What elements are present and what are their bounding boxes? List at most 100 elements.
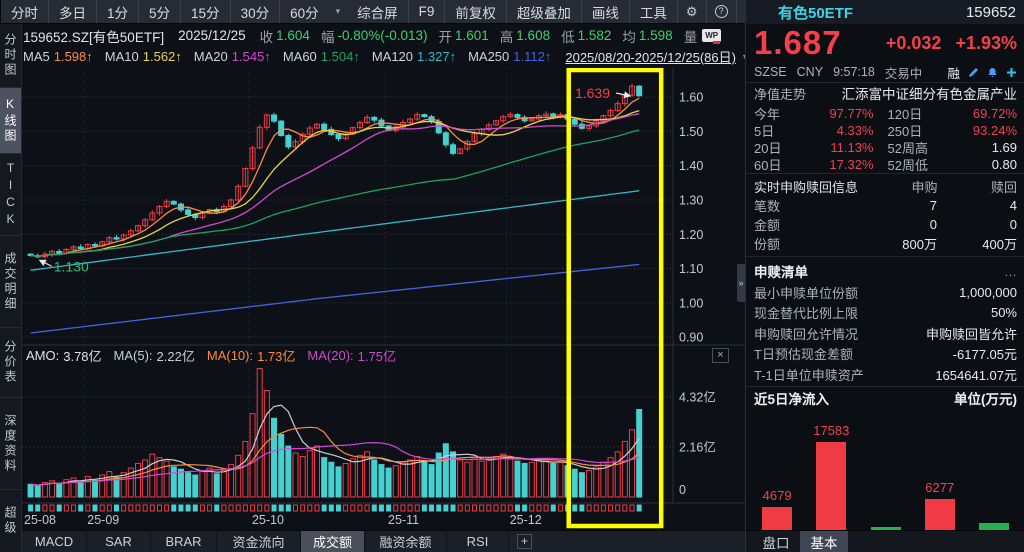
svg-text:25-08: 25-08 [24, 513, 56, 527]
period-tab-60min[interactable]: 60分 [290, 5, 319, 21]
panel-splitter-handle[interactable]: » [737, 264, 745, 302]
sidebar-item-klinetu[interactable]: K线图 [0, 88, 21, 154]
ma-values-bar: MA5 1.598↑ MA10 1.562↑ MA20 1.545↑ MA60 … [23, 46, 745, 67]
draw-line-button[interactable]: 画线 [582, 0, 630, 23]
list-item: 申购赎回允许情况 申购赎回皆允许 [754, 326, 1017, 342]
sidebar-item-fenshitu[interactable]: 分时图 [0, 24, 21, 88]
toolbar-corner [0, 0, 1, 23]
close-value: 1.604 [276, 28, 310, 43]
svg-text:25-09: 25-09 [87, 513, 119, 527]
quote-info-bar: 159652.SZ[有色50ETF] 2025/12/25 收 1.604 幅 … [23, 25, 745, 46]
toolbar-right-group: 综合屏 F9 前复权 超级叠加 画线 工具 ⚙ ? › [347, 0, 757, 23]
pencil-icon[interactable] [968, 67, 979, 78]
svg-text:1.60: 1.60 [679, 91, 703, 105]
inflow-bar [858, 409, 912, 530]
section-title-row: 申赎清单 … [754, 263, 1017, 281]
table-row: 份额 800万 400万 [754, 237, 1017, 252]
price-block: 1.687 +0.032 +1.93% [746, 24, 1024, 62]
add-indicator-button[interactable]: + [517, 534, 532, 549]
net-inflow-bar-chart: 4679 17583 6277 [746, 409, 1024, 530]
nav-trend-label: 净值走势 [754, 86, 807, 102]
inflow-bar-rect [762, 507, 793, 530]
panel-tabs: 盘口 基本 [746, 530, 1024, 552]
more-button[interactable]: … [1004, 263, 1017, 279]
performance-table: 今年 97.77% 120日 69.72% 5日 4.33% 250日 93.24% 2… [746, 103, 1024, 173]
quote-time: 9:57:18 [833, 65, 875, 79]
table-row: 20日 11.13% 52周高 1.69 [754, 140, 1017, 156]
tab-chengjiaoe[interactable]: 成交额 [301, 531, 365, 552]
period-tab-fenshi[interactable]: 分时 [1, 0, 49, 23]
sidebar-item-chaoji[interactable]: 超级 [3, 506, 17, 536]
gear-icon[interactable]: ⚙ [678, 0, 707, 23]
period-tab-1min[interactable]: 1分 [97, 0, 140, 23]
sidebar-item-chengjiaomingxi[interactable]: 成交明细 [0, 236, 21, 328]
period-tab-duori[interactable]: 多日 [49, 0, 97, 23]
amo-ma10-value: 1.73亿 [257, 348, 296, 364]
tab-zijinliuxiang[interactable]: 资金流向 [217, 531, 301, 552]
top-toolbar: 分时 多日 1分 5分 15分 30分 60分 ▾ 综合屏 F9 前复权 超级叠… [0, 0, 749, 24]
ma60-value: 1.504↑ [320, 49, 360, 64]
tab-pankou[interactable]: 盘口 [762, 535, 790, 551]
list-item: 现金替代比例上限 50% [754, 305, 1017, 322]
date-range-selector[interactable]: 2025/08/20-2025/12/25(86日) [565, 50, 736, 65]
svg-text:25-11: 25-11 [388, 513, 419, 527]
ma10-value: 1.562↑ [142, 49, 182, 64]
trading-status: 交易中 [884, 66, 923, 81]
tab-sar[interactable]: SAR [87, 531, 151, 552]
range-dropdown-icon[interactable]: ▼ [741, 52, 745, 62]
wp-badge-icon[interactable]: WP [702, 29, 722, 44]
amo-label: AMO: [26, 347, 60, 363]
price-change: +0.032 [885, 32, 942, 53]
sidebar-item-shendu[interactable]: 深度资料 [0, 398, 21, 490]
avg-label: 均 [622, 29, 636, 45]
bell-icon[interactable] [987, 67, 998, 78]
ma250-label: MA250 [468, 49, 510, 64]
market-label: SZSE [754, 65, 787, 79]
period-tab-30min[interactable]: 30分 [231, 0, 281, 23]
ma5-label: MA5 [23, 49, 50, 64]
tab-rongziyue[interactable]: 融资余额 [365, 531, 447, 552]
kline-chart[interactable]: 1.60 1.50 1.40 1.30 1.20 1.10 1.00 0.90 4.32亿 2.1… [22, 68, 745, 530]
period-tab-5min[interactable]: 5分 [139, 0, 182, 23]
price-change-pct: +1.93% [955, 32, 1017, 53]
period-tab-15min[interactable]: 15分 [181, 0, 231, 23]
forward-adjust-button[interactable]: 前复权 [445, 0, 507, 23]
list-item: 最小申赎单位份额 1,000,000 [754, 284, 1017, 301]
plus-icon[interactable] [1006, 67, 1017, 78]
help-icon[interactable]: ? [707, 0, 737, 23]
inflow-bar-rect [870, 527, 901, 530]
chevron-down-icon[interactable]: ▾ [335, 6, 341, 16]
currency-label: CNY [796, 65, 824, 79]
high-value: 1.608 [516, 28, 551, 43]
close-label: 收 [259, 29, 274, 45]
close-pane-icon[interactable]: × [712, 348, 729, 363]
quote-panel-header: 有色50ETF 159652 [745, 0, 1024, 24]
open-value: 1.601 [455, 28, 489, 43]
inflow-bar-value: 17583 [813, 423, 850, 438]
svg-text:1.30: 1.30 [679, 193, 703, 207]
f9-button[interactable]: F9 [409, 0, 446, 23]
tab-macd[interactable]: MACD [22, 531, 87, 552]
composite-screen-button[interactable]: 综合屏 [347, 0, 409, 23]
svg-text:1.10: 1.10 [679, 262, 703, 276]
svg-text:1.639: 1.639 [575, 85, 610, 101]
ma10-label: MA10 [104, 49, 139, 64]
amo-value: 3.78亿 [63, 348, 102, 364]
fund-name-link[interactable]: 汇添富中证细分有色金属产业 [841, 87, 1018, 102]
date-label: 2025/12/25 [178, 28, 246, 43]
super-overlay-button[interactable]: 超级叠加 [507, 0, 582, 23]
table-row: 金额 0 0 [754, 217, 1017, 233]
symbol-label: 159652.SZ[有色50ETF] [23, 29, 165, 45]
inflow-bar-value: 6277 [925, 480, 955, 495]
sidebar-item-tick[interactable]: TICK [0, 154, 21, 236]
tab-jiben[interactable]: 基本 [800, 531, 848, 552]
ma60-label: MA60 [282, 49, 317, 64]
sidebar-item-fenjiabiao[interactable]: 分价表 [0, 328, 21, 398]
ma20-label: MA20 [193, 49, 228, 64]
low-value: 1.582 [577, 28, 612, 43]
table-row: 5日 4.33% 250日 93.24% [754, 123, 1017, 139]
table-row: 笔数 7 4 [754, 198, 1017, 214]
tab-brar[interactable]: BRAR [151, 531, 217, 552]
tools-button[interactable]: 工具 [630, 0, 678, 23]
tab-rsi[interactable]: RSI [447, 531, 509, 552]
